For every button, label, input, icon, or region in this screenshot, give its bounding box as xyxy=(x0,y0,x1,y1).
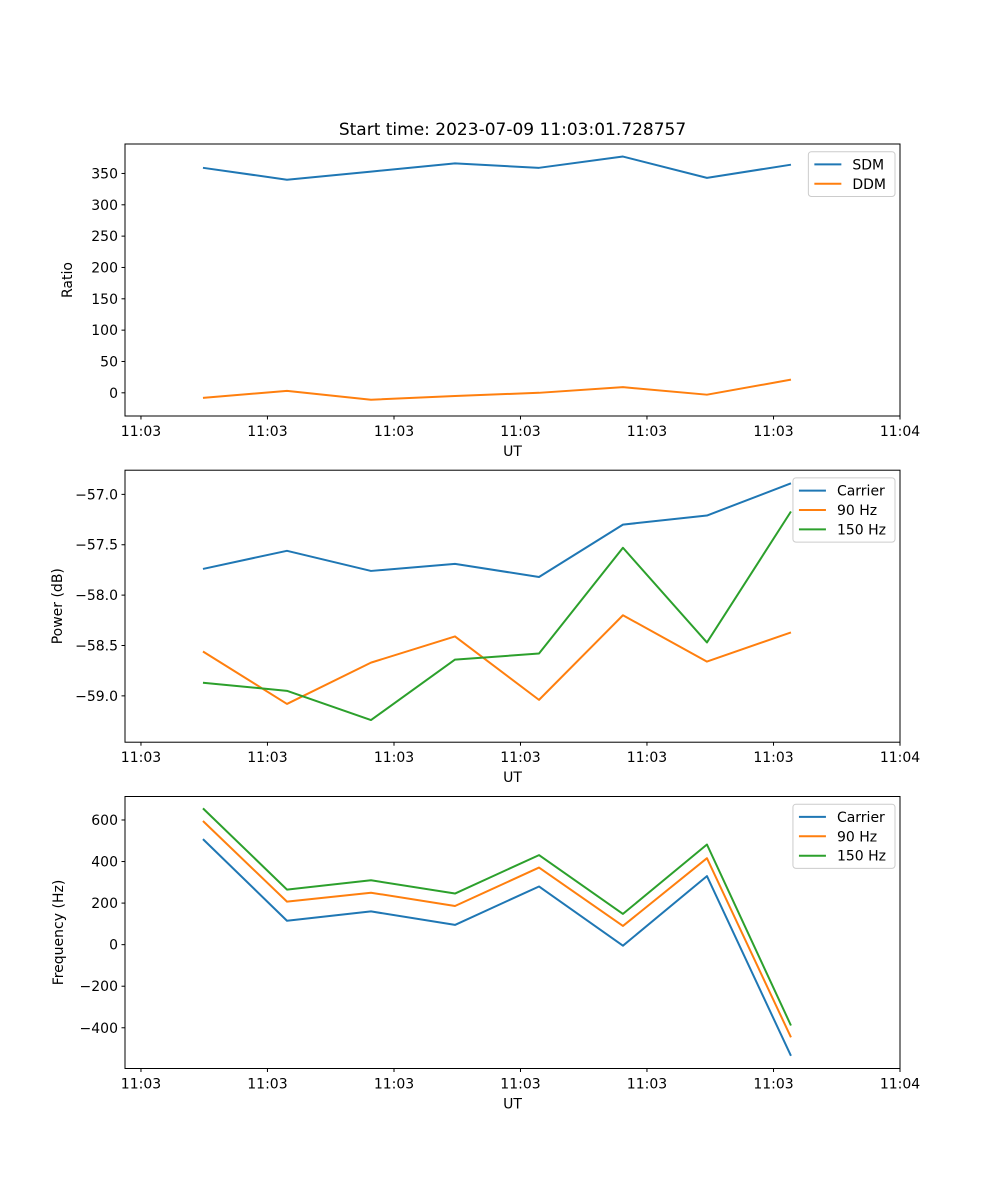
legend-label: 90 Hz xyxy=(837,829,877,845)
x-tick-label: 11:03 xyxy=(627,424,667,440)
legend-ratio: SDM DDM xyxy=(807,151,896,197)
x-tick-label: 11:03 xyxy=(627,750,667,766)
y-tick-label: −200 xyxy=(80,979,118,995)
line-carrier xyxy=(202,482,792,578)
line-carrier xyxy=(202,838,792,1057)
legend-power: Carrier 90 Hz 150 Hz xyxy=(792,477,896,543)
y-tick-label: 0 xyxy=(109,386,118,402)
y-tick-label: 200 xyxy=(91,896,118,912)
y-tick-label: 50 xyxy=(100,354,118,370)
x-axis-label-frequency: UT xyxy=(503,1097,522,1113)
y-tick-label: −58.0 xyxy=(75,588,118,604)
x-tick-label: 11:03 xyxy=(121,424,161,440)
x-axis-label-ratio: UT xyxy=(503,444,522,460)
y-tick-label: 400 xyxy=(91,855,118,871)
x-tick-label: 11:03 xyxy=(753,424,793,440)
line-90hz xyxy=(202,614,792,705)
line-sdm xyxy=(202,155,792,181)
legend-frequency: Carrier 90 Hz 150 Hz xyxy=(792,803,896,869)
x-tick-label: 11:03 xyxy=(247,1077,287,1093)
x-tick-label: 11:03 xyxy=(374,1077,414,1093)
legend-label: Carrier xyxy=(837,484,885,500)
axes-border-power xyxy=(124,469,901,743)
x-tick-label: 11:04 xyxy=(880,424,920,440)
axes-ratio: 0 50 100 150 200 250 300 350 11:03 11:03 11:03 11:0… xyxy=(60,143,920,460)
legend-label: DDM xyxy=(852,177,886,193)
x-axis-label-power: UT xyxy=(503,770,522,786)
y-axis-label-ratio: Ratio xyxy=(60,262,76,298)
line-90hz xyxy=(202,820,792,1038)
y-axis-label-frequency: Frequency (Hz) xyxy=(51,880,67,986)
x-tick-label: 11:03 xyxy=(500,1077,540,1093)
y-tick-label: −58.5 xyxy=(75,638,118,654)
legend-box-power xyxy=(792,477,896,543)
x-tick-label: 11:04 xyxy=(880,750,920,766)
y-tick-label: 250 xyxy=(91,229,118,245)
x-tick-label: 11:03 xyxy=(500,424,540,440)
line-150hz xyxy=(202,807,792,1026)
y-tick-label: −59.0 xyxy=(75,689,118,705)
y-tick-label: −400 xyxy=(80,1021,118,1037)
line-ddm xyxy=(202,378,792,401)
legend-box-frequency xyxy=(792,803,896,869)
y-tick-label: 200 xyxy=(91,260,118,276)
x-tick-label: 11:03 xyxy=(121,750,161,766)
legend-label: 150 Hz xyxy=(837,849,886,865)
legend-label: SDM xyxy=(852,157,884,173)
y-tick-label: 0 xyxy=(109,938,118,954)
legend-box-ratio xyxy=(807,151,896,197)
y-tick-label: 100 xyxy=(91,323,118,339)
y-tick-label: 300 xyxy=(91,198,118,214)
x-tick-label: 11:03 xyxy=(500,750,540,766)
legend-label: 150 Hz xyxy=(837,522,886,538)
y-tick-label: 150 xyxy=(91,292,118,308)
legend-label: 90 Hz xyxy=(837,503,877,519)
line-150hz xyxy=(202,510,792,722)
x-tick-label: 11:03 xyxy=(247,424,287,440)
axes-power: −57.0 −57.5 −58.0 −58.5 −59.0 11:03 11:03 11:03… xyxy=(50,469,920,786)
x-tick-label: 11:03 xyxy=(374,750,414,766)
y-tick-label: −57.5 xyxy=(75,538,118,554)
x-tick-label: 11:04 xyxy=(880,1077,920,1093)
x-tick-label: 11:03 xyxy=(627,1077,667,1093)
x-tick-label: 11:03 xyxy=(753,1077,793,1093)
figure-title: Start time: 2023-07-09 11:03:01.728757 xyxy=(338,120,687,140)
y-tick-label: 600 xyxy=(91,813,118,829)
y-tick-label: 350 xyxy=(91,166,118,182)
x-tick-label: 11:03 xyxy=(374,424,414,440)
y-tick-label: −57.0 xyxy=(75,487,118,503)
axes-frequency: 600 400 200 0 −200 −400 11:03 11:03 11:03 11:03 11… xyxy=(51,796,920,1113)
legend-label: Carrier xyxy=(837,810,885,826)
x-tick-label: 11:03 xyxy=(247,750,287,766)
x-tick-label: 11:03 xyxy=(121,1077,161,1093)
x-tick-label: 11:03 xyxy=(753,750,793,766)
y-axis-label-power: Power (dB) xyxy=(50,568,66,644)
axes-border-frequency xyxy=(124,796,901,1069)
axes-border-ratio xyxy=(124,143,901,417)
